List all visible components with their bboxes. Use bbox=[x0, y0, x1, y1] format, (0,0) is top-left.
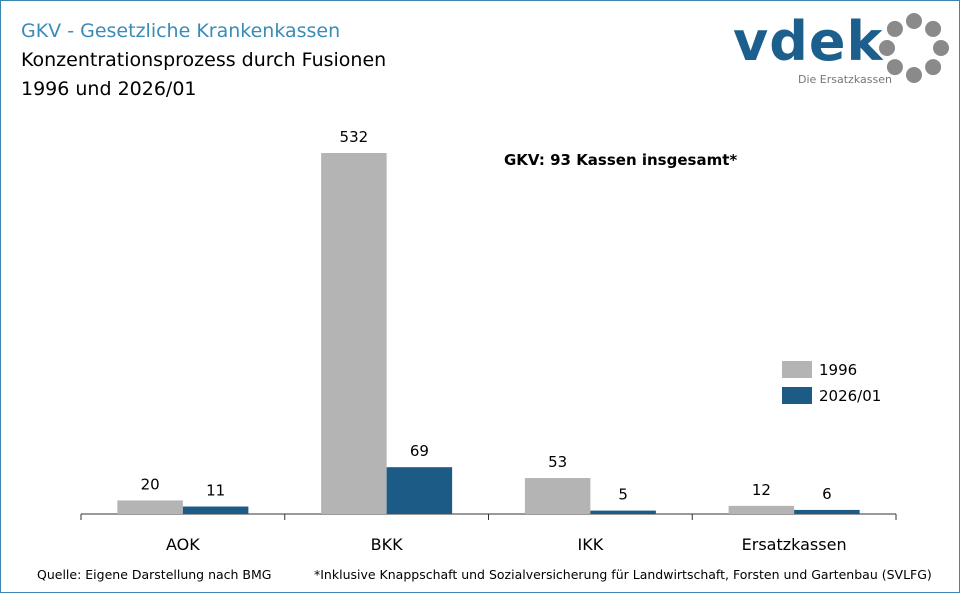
x-tick-label: BKK bbox=[371, 535, 403, 554]
bar-aok-2026-01 bbox=[182, 506, 249, 514]
logo-dot bbox=[906, 67, 922, 83]
chart-annotation: GKV: 93 Kassen insgesamt* bbox=[504, 151, 738, 169]
chart-subtitle: Konzentrationsprozess durch Fusionen bbox=[21, 49, 387, 71]
footnote: *Inklusive Knappschaft und Sozialversich… bbox=[314, 567, 932, 582]
logo-dot bbox=[886, 20, 903, 37]
data-label: 69 bbox=[410, 442, 429, 460]
bar-ersatzkassen-2026-01 bbox=[794, 509, 860, 514]
logo-dot bbox=[925, 59, 942, 76]
x-tick-label: Ersatzkassen bbox=[742, 535, 847, 554]
data-label: 11 bbox=[206, 482, 225, 500]
bar-bkk-1996 bbox=[321, 153, 387, 514]
logo-dot bbox=[906, 13, 922, 29]
logo-tagline: Die Ersatzkassen bbox=[798, 73, 892, 86]
legend-swatch bbox=[782, 387, 812, 404]
source-note: Quelle: Eigene Darstellung nach BMG bbox=[37, 567, 272, 582]
logo-dot bbox=[925, 20, 942, 37]
bar-aok-1996 bbox=[117, 500, 183, 514]
legend-swatch bbox=[782, 361, 812, 378]
data-label: 532 bbox=[340, 128, 369, 146]
legend-label: 2026/01 bbox=[819, 387, 881, 405]
x-tick-label: IKK bbox=[578, 535, 604, 554]
bar-ikk-2026-01 bbox=[590, 510, 656, 514]
logo-dot bbox=[933, 40, 949, 56]
chart-title: GKV - Gesetzliche Krankenkassen bbox=[21, 20, 341, 42]
bar-ikk-1996 bbox=[524, 478, 591, 514]
vdek-logo: vdek bbox=[733, 10, 884, 73]
data-label: 5 bbox=[618, 486, 628, 504]
logo-dot bbox=[879, 40, 895, 56]
data-label: 53 bbox=[548, 453, 567, 471]
x-tick-label: AOK bbox=[166, 535, 200, 554]
data-label: 12 bbox=[752, 481, 771, 499]
chart-period: 1996 und 2026/01 bbox=[21, 78, 197, 100]
data-label: 6 bbox=[822, 485, 832, 503]
bar-bkk-2026-01 bbox=[386, 467, 453, 514]
legend-label: 1996 bbox=[819, 361, 857, 379]
logo-dot bbox=[886, 59, 903, 76]
bar-ersatzkassen-1996 bbox=[728, 505, 795, 514]
data-label: 20 bbox=[141, 475, 160, 493]
